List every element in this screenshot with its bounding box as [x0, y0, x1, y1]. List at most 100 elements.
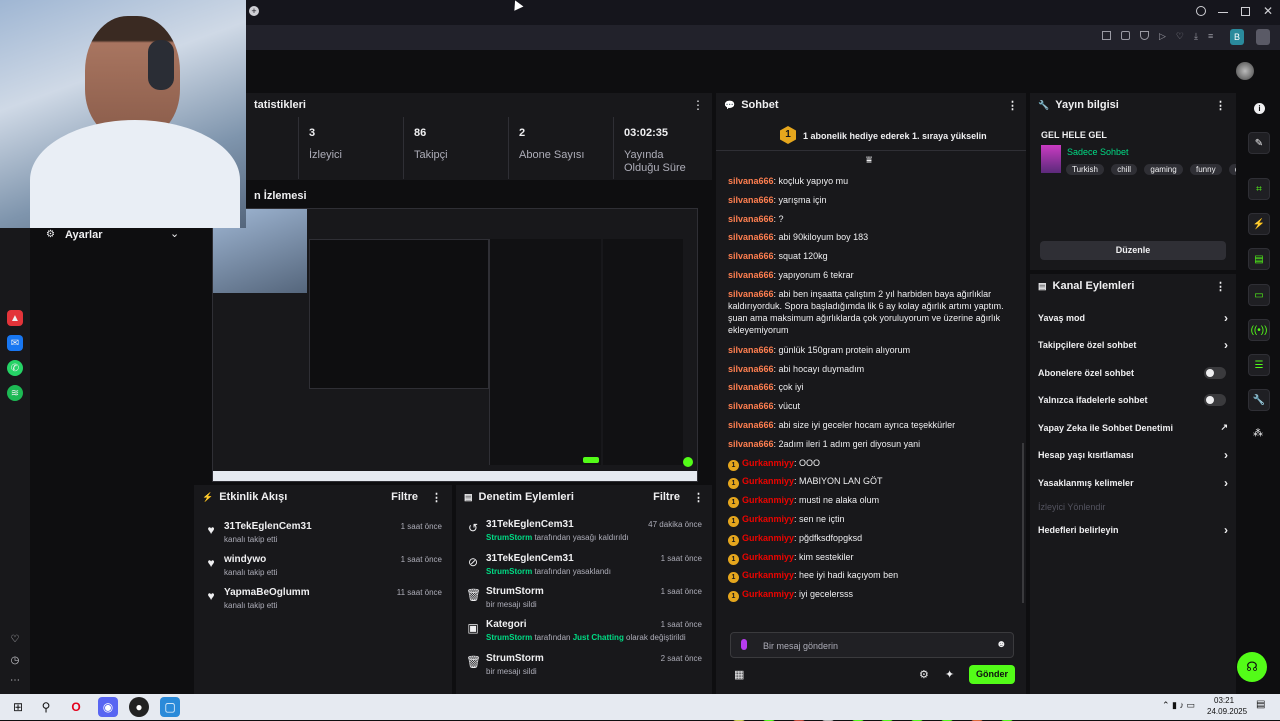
chat-username[interactable]: silvana666: [728, 363, 774, 374]
chat-message[interactable]: silvana666: yarışma için: [728, 194, 1014, 206]
kebab-icon[interactable]: ⋮: [693, 491, 704, 504]
extension-icon[interactable]: [1256, 29, 1270, 45]
crop-icon[interactable]: ⌗: [1248, 178, 1270, 200]
tag[interactable]: funny: [1190, 164, 1222, 175]
chat-message[interactable]: silvana666: yapıyorum 6 tekrar: [728, 269, 1014, 281]
share-icon[interactable]: ⁂: [1253, 428, 1263, 439]
minimize-button[interactable]: [1218, 12, 1228, 13]
stream-video[interactable]: [212, 208, 698, 482]
chat-username[interactable]: silvana666: [728, 176, 774, 186]
close-button[interactable]: ✕: [1263, 4, 1274, 18]
chat-username[interactable]: silvana666: [728, 194, 774, 205]
chat-username[interactable]: Gurkanmiyy: [742, 457, 795, 468]
chat-username[interactable]: Gurkanmiyy: [742, 551, 795, 562]
banned-words-row[interactable]: Yasaklanmış kelimeler ›: [1030, 469, 1236, 496]
chat-message[interactable]: silvana666: abi size iyi geceler hocam a…: [728, 419, 1014, 431]
pencil-icon[interactable]: ✎: [1248, 132, 1270, 154]
kebab-icon[interactable]: ⋮: [692, 98, 704, 112]
actor-link[interactable]: StrumStorm: [486, 633, 533, 642]
chat-message[interactable]: silvana666: abi hocayı duymadım: [728, 363, 1014, 375]
support-button[interactable]: ☊: [1237, 652, 1267, 682]
discord-icon[interactable]: ◉: [98, 697, 118, 717]
goals-row[interactable]: Hedefleri belirleyin ›: [1030, 516, 1236, 543]
chat-message[interactable]: 1 Gurkanmiyy: sen ne içtin: [728, 513, 1014, 527]
moderation-item[interactable]: ▣ Kategori StrumStorm tarafından Just Ch…: [456, 617, 712, 649]
edit-button[interactable]: Düzenle: [1040, 241, 1226, 260]
tag[interactable]: de: [1228, 164, 1236, 175]
account-age-row[interactable]: Hesap yaşı kısıtlaması ›: [1030, 441, 1236, 468]
camera-icon[interactable]: [1121, 31, 1130, 40]
download-icon[interactable]: ⤓: [1194, 31, 1198, 41]
gear-icon[interactable]: ⚙: [919, 669, 929, 681]
chat-message[interactable]: 1 Gurkanmiyy: iyi gecelersss: [728, 588, 1014, 603]
chat-message[interactable]: silvana666: 2adım ileri 1 adım geri diyo…: [728, 438, 1014, 450]
wrench-icon[interactable]: 🔧: [1248, 389, 1270, 411]
app-icon[interactable]: ▢: [160, 697, 180, 717]
chat-message[interactable]: silvana666: abi 90kiloyum boy 183: [728, 231, 1014, 243]
notification-icon[interactable]: ▤: [1256, 699, 1266, 710]
menu-icon[interactable]: ≡: [1207, 31, 1214, 41]
moderation-item[interactable]: 🗑 StrumStorm bir mesajı sildi 2 saat önc…: [456, 651, 712, 683]
chat-username[interactable]: silvana666: [728, 344, 774, 355]
tag[interactable]: gaming: [1144, 164, 1183, 175]
chat-username[interactable]: silvana666: [728, 382, 774, 393]
obs-icon[interactable]: ●: [129, 697, 149, 717]
messenger-icon[interactable]: ✉: [7, 335, 23, 351]
chat-username[interactable]: silvana666: [728, 288, 774, 299]
chat-message[interactable]: silvana666: abi ben inşaatta çalıştım 2 …: [728, 288, 1014, 336]
chat-message[interactable]: silvana666: ?: [728, 213, 1014, 225]
clock-time[interactable]: 03:21: [1214, 696, 1235, 705]
chat-username[interactable]: silvana666: [728, 251, 774, 262]
spotify-icon[interactable]: ≋: [7, 385, 23, 401]
history-icon[interactable]: ◷: [10, 654, 20, 666]
profile-b-icon[interactable]: B: [1230, 29, 1244, 45]
activity-item[interactable]: ♥ 31TekEglenCem31 kanalı takip etti 1 sa…: [194, 519, 452, 551]
mic-icon[interactable]: [741, 639, 747, 650]
bolt-icon[interactable]: ⚡: [1248, 213, 1270, 235]
chat-message[interactable]: 1 Gurkanmiyy: hee iyi hadi kaçıyom ben: [728, 569, 1014, 584]
heart-icon[interactable]: ♡: [1175, 31, 1184, 41]
puzzle-icon[interactable]: ✦: [945, 669, 955, 681]
chat-message[interactable]: silvana666: squat 120kg: [728, 250, 1014, 262]
more-icon[interactable]: ⋯: [10, 674, 20, 686]
chat-username[interactable]: silvana666: [728, 438, 774, 449]
chat-message[interactable]: 1 Gurkanmiyy: MABIYON LAN GÖT: [728, 475, 1014, 490]
chat-message[interactable]: 1 Gurkanmiyy: OOO: [728, 457, 1014, 471]
chat-username[interactable]: silvana666: [728, 401, 774, 412]
tray-icons[interactable]: ⌃ ▮ ♪ ▭: [1162, 700, 1195, 710]
hype-banner[interactable]: 1 1 abonelik hediye ederek 1. sıraya yük…: [716, 123, 1026, 151]
chat-username[interactable]: Gurkanmiyy: [742, 476, 795, 487]
broadcast-icon[interactable]: ((•)): [1248, 319, 1270, 341]
chat-username[interactable]: silvana666: [728, 270, 774, 280]
moderation-item[interactable]: ↺ 31TekEglenCem31 StrumStorm tarafından …: [456, 517, 712, 549]
search-icon[interactable]: [1196, 6, 1206, 16]
chat-message[interactable]: 1 Gurkanmiyy: pğdfksdfopgksd: [728, 532, 1014, 546]
sliders-icon[interactable]: ☰: [1248, 354, 1270, 376]
chat-message[interactable]: silvana666: çok iyi: [728, 381, 1014, 393]
collapse-icon[interactable]: ⩸: [866, 155, 873, 166]
toggle-switch[interactable]: [1204, 393, 1226, 406]
chat-message[interactable]: silvana666: vücut: [728, 400, 1014, 412]
kebab-icon[interactable]: ⋮: [1215, 99, 1226, 112]
new-tab-button[interactable]: +: [249, 6, 259, 16]
emoji-icon[interactable]: ☻: [996, 639, 1007, 650]
category-link[interactable]: Just Chatting: [572, 633, 624, 642]
store-icon[interactable]: ▦: [734, 669, 745, 681]
opera-icon[interactable]: O: [71, 700, 81, 714]
chat-message[interactable]: 1 Gurkanmiyy: musti ne alaka olum: [728, 494, 1014, 509]
followers-only-row[interactable]: Takipçilere özel sohbet ›: [1030, 331, 1236, 358]
chat-username[interactable]: silvana666: [728, 213, 774, 224]
slow-mode-row[interactable]: Yavaş mod ›: [1030, 304, 1236, 331]
tag[interactable]: chill: [1111, 164, 1138, 175]
kebab-icon[interactable]: ⋮: [431, 491, 442, 504]
actor-link[interactable]: StrumStorm: [486, 567, 533, 576]
search-icon[interactable]: ⚲: [41, 700, 51, 714]
activity-item[interactable]: ♥ windywo kanalı takip etti 1 saat önce: [194, 552, 452, 584]
filter-button[interactable]: Filtre: [653, 491, 680, 503]
chat-username[interactable]: silvana666: [728, 420, 774, 430]
category-name[interactable]: Sadece Sohbet: [1067, 147, 1129, 157]
chat-scrollbar[interactable]: [1022, 443, 1024, 603]
chat-input[interactable]: Bir mesaj gönderin ☻: [730, 632, 1014, 658]
edit-icon[interactable]: [1102, 31, 1111, 40]
app-icon[interactable]: ▲: [7, 310, 23, 326]
